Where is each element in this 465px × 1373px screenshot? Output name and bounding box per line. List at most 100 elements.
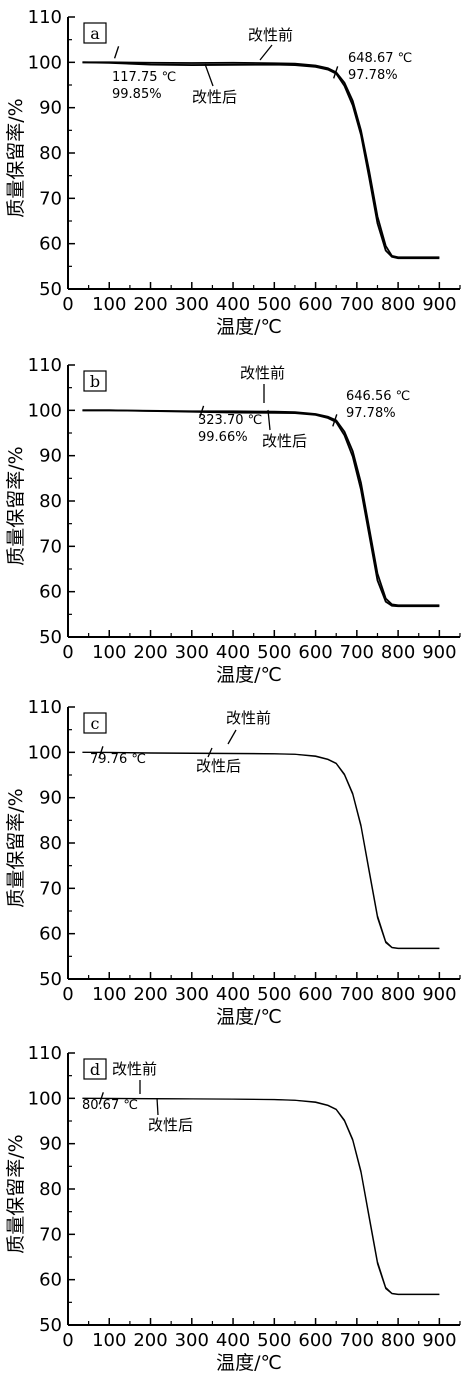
x-tick-label: 500 (257, 984, 291, 1005)
y-axis-title: 质量保留率/% (5, 788, 27, 907)
y-tick-label: 60 (39, 924, 62, 945)
panel-label: b (90, 372, 100, 391)
x-tick-label: 400 (216, 1330, 250, 1351)
y-tick-label: 80 (39, 491, 62, 512)
panel-label: d (90, 1060, 100, 1079)
series-label: 改性后 (148, 1116, 193, 1134)
x-tick-label: 700 (340, 984, 374, 1005)
chart-panel-d: 0 100 200 300 400 500 600 700 800 900 50 60 70 80 90 10… (5, 1043, 461, 1373)
annotation-text: 323.70 ℃ (198, 413, 262, 428)
y-tick-label: 60 (39, 1270, 62, 1291)
x-tick-label: 200 (133, 984, 167, 1005)
series-label: 改性后 (262, 432, 307, 450)
series-label: 改性后 (196, 757, 241, 775)
x-tick-label: 0 (62, 984, 73, 1005)
x-tick-label: 300 (175, 294, 209, 315)
series-label-leader (227, 729, 237, 745)
panel-label-box (83, 1058, 107, 1080)
x-tick-label: 200 (133, 642, 167, 663)
y-tick-label: 60 (39, 582, 62, 603)
annotation-marker (98, 746, 104, 759)
x-axis-title: 温度/℃ (216, 316, 282, 337)
series-label: 改性后 (192, 88, 237, 106)
x-tick-label: 300 (175, 1330, 209, 1351)
series-line-after (82, 751, 440, 950)
x-tick-label: 400 (216, 294, 250, 315)
series-line-before (82, 751, 440, 949)
y-tick-label: 110 (28, 697, 62, 718)
y-axis-title: 质量保留率/% (5, 98, 27, 217)
series-label-leader (267, 409, 271, 431)
x-axis-title: 温度/℃ (216, 1352, 282, 1373)
x-tick-label: 600 (298, 642, 332, 663)
y-tick-label: 100 (28, 400, 62, 421)
y-tick-label: 70 (39, 536, 62, 557)
annotation-text: 99.85% (112, 87, 162, 102)
x-tick-label: 700 (340, 642, 374, 663)
x-tick-label: 400 (216, 984, 250, 1005)
series-line-before (82, 61, 440, 259)
panel-label: a (90, 24, 100, 43)
chart-panel-b: 0 100 200 300 400 500 600 700 800 900 50 60 70 80 90 10… (5, 355, 461, 685)
x-tick-label: 800 (381, 984, 415, 1005)
x-tick-label: 700 (340, 294, 374, 315)
y-tick-label: 70 (39, 1224, 62, 1245)
y-tick-label: 110 (28, 355, 62, 376)
x-tick-label: 800 (381, 1330, 415, 1351)
chart-panel-a: 0 100 200 300 400 500 600 700 800 900 50 60 70 80 90 10… (5, 7, 461, 337)
y-tick-label: 60 (39, 234, 62, 255)
series-line-after (82, 409, 440, 608)
x-tick-label: 200 (133, 294, 167, 315)
annotation-text: 80.67 ℃ (82, 1098, 138, 1113)
series-line-after (82, 1097, 440, 1296)
y-tick-label: 110 (28, 1043, 62, 1064)
annotation-text: 99.66% (198, 430, 248, 445)
x-tick-label: 800 (381, 642, 415, 663)
series-label-leader (207, 747, 213, 758)
annotation-marker (198, 405, 205, 419)
panel-label: c (91, 714, 100, 733)
panel-label-box (83, 370, 107, 392)
annotation-marker (332, 414, 338, 427)
x-tick-label: 0 (62, 294, 73, 315)
x-tick-label: 600 (298, 1330, 332, 1351)
series-label-leader (204, 63, 214, 87)
series-line-before (82, 409, 440, 607)
y-tick-label: 70 (39, 878, 62, 899)
x-tick-label: 200 (133, 1330, 167, 1351)
x-tick-label: 400 (216, 642, 250, 663)
x-tick-label: 500 (257, 294, 291, 315)
annotation-marker (113, 46, 120, 59)
annotation-text: 646.56 ℃ (346, 389, 410, 404)
y-tick-label: 90 (39, 1134, 62, 1155)
chart-panel-c: 0 100 200 300 400 500 600 700 800 900 50 60 70 80 90 10… (5, 697, 461, 1027)
series-label-leader (259, 44, 273, 61)
x-tick-label: 900 (422, 1330, 456, 1351)
y-axis-title: 质量保留率/% (5, 446, 27, 565)
y-tick-label: 100 (28, 742, 62, 763)
y-tick-label: 50 (39, 627, 62, 648)
y-tick-label: 80 (39, 833, 62, 854)
x-axis-title: 温度/℃ (216, 664, 282, 685)
x-tick-label: 0 (62, 642, 73, 663)
y-tick-label: 90 (39, 98, 62, 119)
y-tick-label: 110 (28, 7, 62, 28)
y-tick-label: 90 (39, 788, 62, 809)
annotation-text: 97.78% (348, 68, 398, 83)
x-tick-label: 100 (92, 984, 126, 1005)
x-tick-label: 900 (422, 294, 456, 315)
series-line-after (82, 61, 440, 260)
x-tick-label: 300 (175, 984, 209, 1005)
x-tick-label: 500 (257, 642, 291, 663)
x-tick-label: 600 (298, 984, 332, 1005)
series-label: 改性前 (112, 1060, 157, 1078)
x-tick-label: 100 (92, 294, 126, 315)
y-tick-label: 50 (39, 969, 62, 990)
y-tick-label: 100 (28, 1088, 62, 1109)
annotation-text: 79.76 ℃ (90, 752, 146, 767)
series-label-leader (156, 1097, 159, 1116)
y-tick-label: 50 (39, 279, 62, 300)
annotation-marker (332, 66, 339, 79)
y-tick-label: 80 (39, 1179, 62, 1200)
